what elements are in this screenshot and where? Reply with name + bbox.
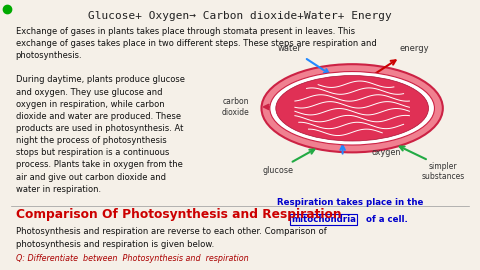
Text: Comparison Of Photosynthesis and Respiration: Comparison Of Photosynthesis and Respira…: [16, 208, 341, 221]
Ellipse shape: [262, 64, 443, 152]
Text: of a cell.: of a cell.: [363, 215, 408, 224]
Text: glucose: glucose: [263, 166, 294, 175]
Text: Respiration takes place in the: Respiration takes place in the: [276, 198, 423, 207]
Text: Q: Differentiate  between  Photosynthesis and  respiration: Q: Differentiate between Photosynthesis …: [16, 254, 249, 263]
Ellipse shape: [276, 76, 429, 141]
Text: Glucose+ Oxygen→ Carbon dioxide+Water+ Energy: Glucose+ Oxygen→ Carbon dioxide+Water+ E…: [88, 11, 392, 21]
Text: carbon
dioxide: carbon dioxide: [222, 97, 250, 117]
Text: energy: energy: [399, 45, 429, 53]
Text: water: water: [278, 45, 302, 53]
Ellipse shape: [270, 72, 434, 145]
Text: simpler
substances: simpler substances: [421, 162, 465, 181]
Text: mitochondria: mitochondria: [291, 215, 356, 224]
Text: oxygen: oxygen: [371, 148, 401, 157]
Text: Photosynthesis and respiration are reverse to each other. Comparison of
photosyn: Photosynthesis and respiration are rever…: [16, 227, 326, 249]
Text: Exchange of gases in plants takes place through stomata present in leaves. This
: Exchange of gases in plants takes place …: [16, 27, 376, 194]
